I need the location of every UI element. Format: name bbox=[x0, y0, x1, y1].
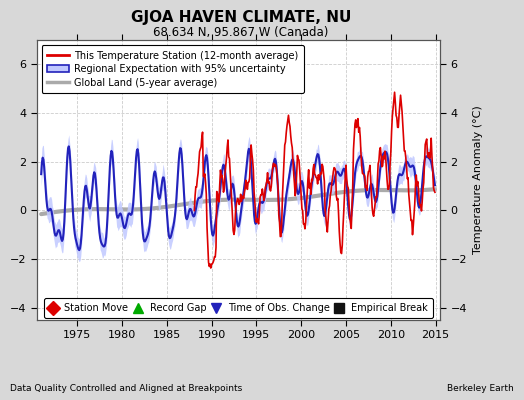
Legend: Station Move, Record Gap, Time of Obs. Change, Empirical Break: Station Move, Record Gap, Time of Obs. C… bbox=[44, 298, 433, 318]
Y-axis label: Temperature Anomaly (°C): Temperature Anomaly (°C) bbox=[473, 106, 483, 254]
Text: Data Quality Controlled and Aligned at Breakpoints: Data Quality Controlled and Aligned at B… bbox=[10, 384, 243, 393]
Text: Berkeley Earth: Berkeley Earth bbox=[447, 384, 514, 393]
Text: 68.634 N, 95.867 W (Canada): 68.634 N, 95.867 W (Canada) bbox=[154, 26, 329, 39]
Text: GJOA HAVEN CLIMATE, NU: GJOA HAVEN CLIMATE, NU bbox=[131, 10, 351, 25]
